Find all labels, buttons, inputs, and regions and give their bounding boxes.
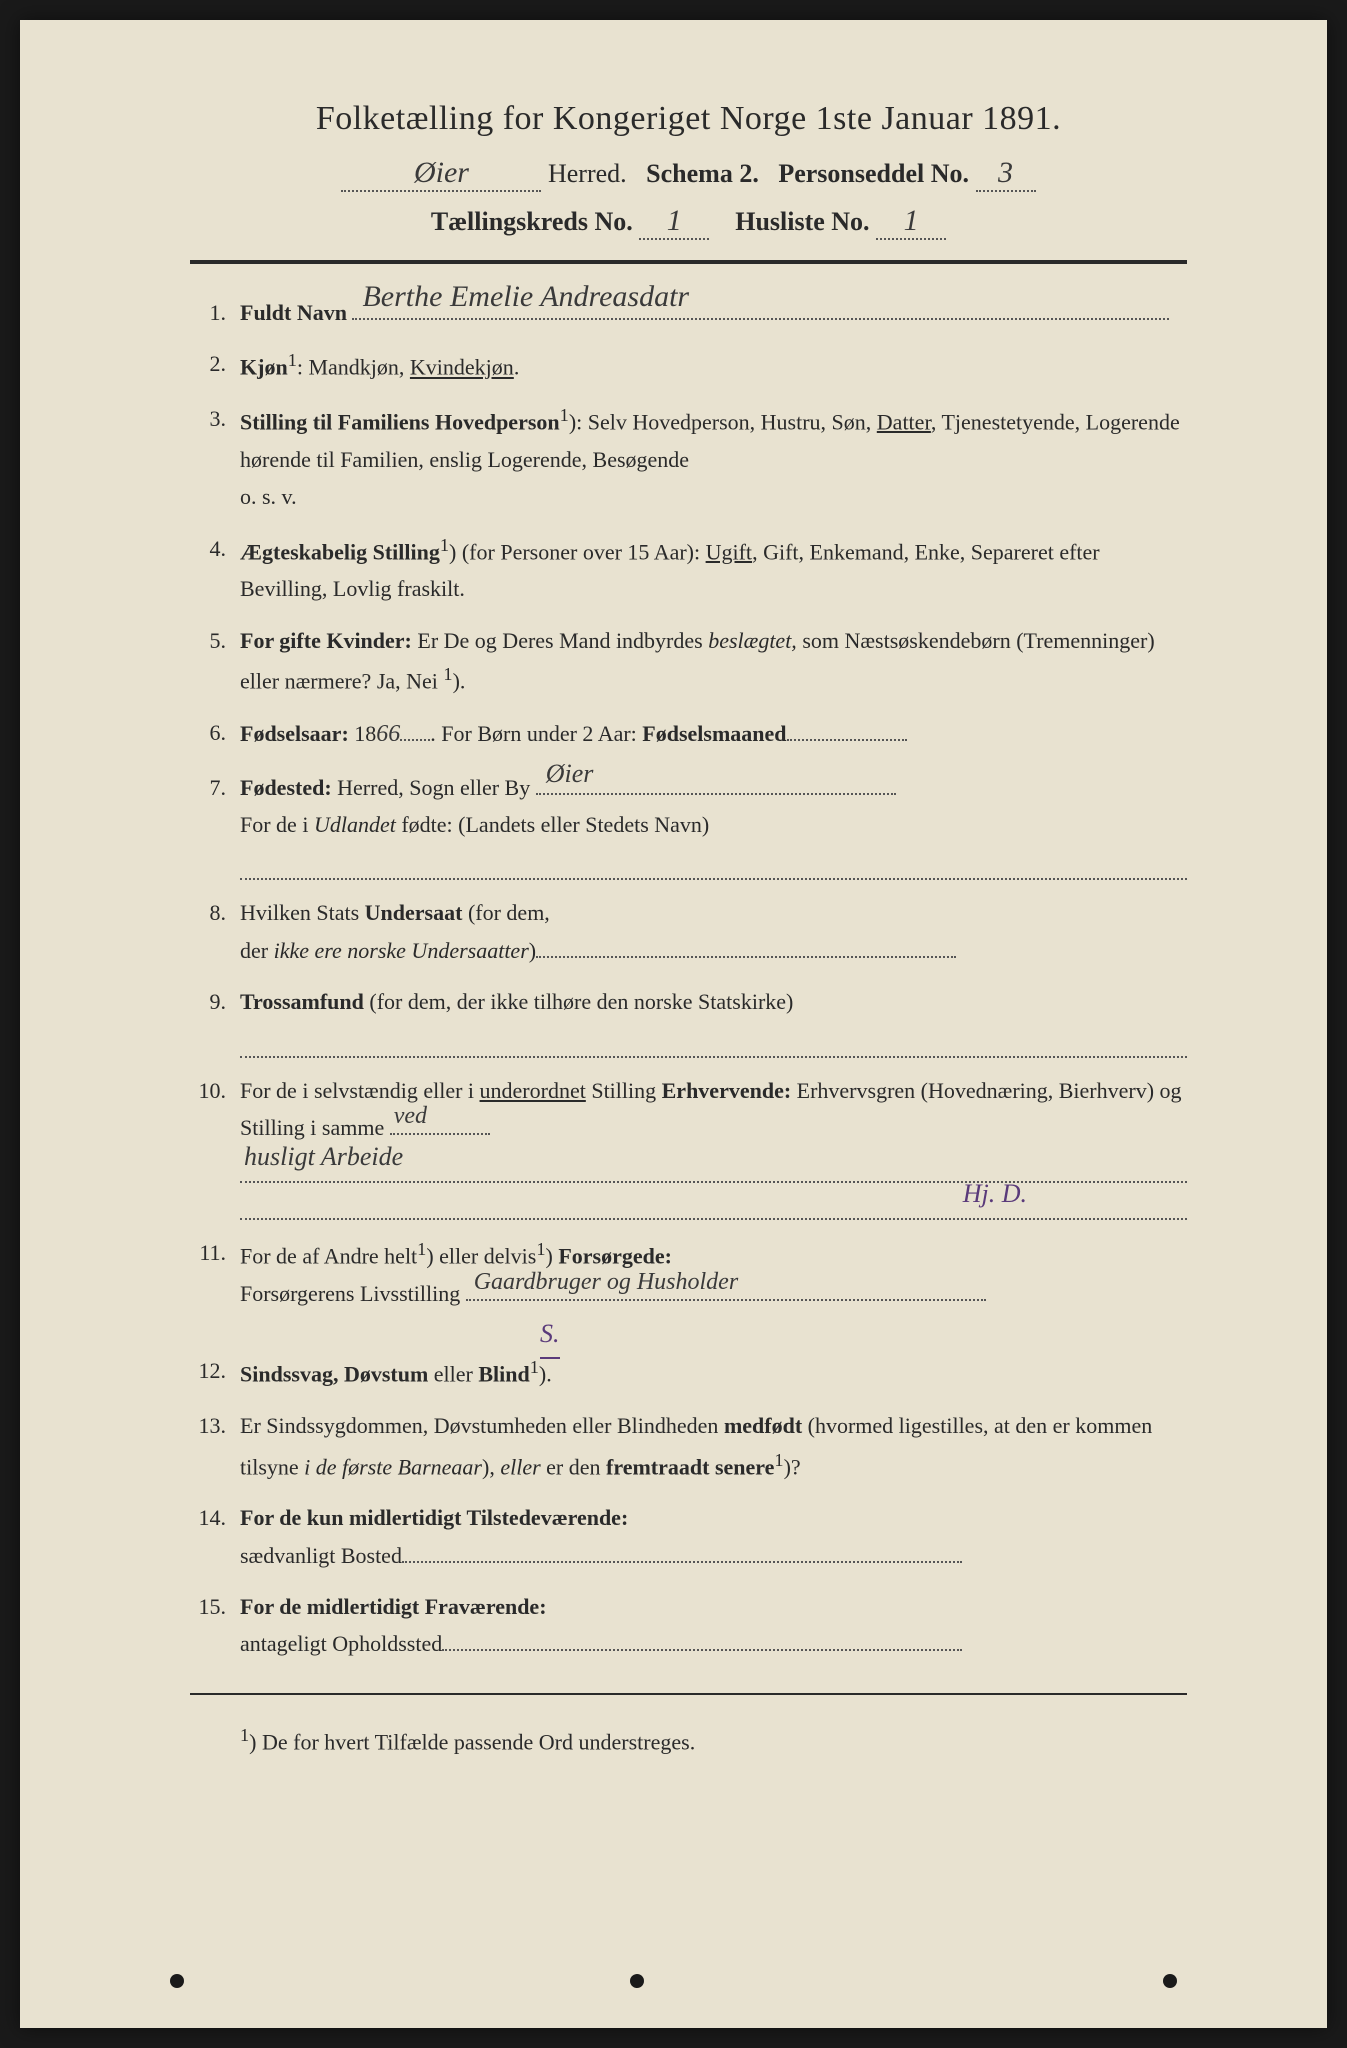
item-number: 4. [190, 530, 240, 608]
item-number: 12. [190, 1352, 240, 1393]
herred-value: Øier [414, 156, 469, 189]
field-label: Stilling til Familiens Hovedperson [240, 409, 560, 434]
field-label: For de midlertidigt Fraværende: [240, 1594, 547, 1619]
item-8: 8. Hvilken Stats Undersaat (for dem, der… [190, 894, 1187, 969]
item-number: 6. [190, 714, 240, 755]
footnote: 1) De for hvert Tilfælde passende Ord un… [150, 1725, 1227, 1755]
occupation-1: ved [394, 1096, 427, 1137]
field-label: For gifte Kvinder: [240, 628, 412, 653]
field-label: Fødested: [240, 775, 332, 800]
taellingskreds-label: Tællingskreds No. [431, 207, 633, 236]
census-form-page: Folketælling for Kongeriget Norge 1ste J… [20, 20, 1327, 2028]
header-row-1: Øier Herred. Schema 2. Personseddel No. … [150, 156, 1227, 192]
name-value: Berthe Emelie Andreasdatr [362, 271, 689, 322]
field-label: Sindssvag, Døvstum [240, 1362, 428, 1387]
item-number: 2. [190, 345, 240, 386]
divider-bottom [190, 1693, 1187, 1695]
occupation-2: husligt Arbeide [244, 1135, 403, 1179]
herred-label: Herred. [548, 159, 627, 188]
marital-selected: Ugift [706, 539, 752, 564]
item-number: 13. [190, 1407, 240, 1485]
item-number: 5. [190, 622, 240, 700]
husliste-label: Husliste No. [735, 207, 869, 236]
stilling-selected: Datter [877, 409, 931, 434]
item-6: 6. Fødselsaar: 1866. For Børn under 2 Aa… [190, 714, 1187, 755]
item-13: 13. Er Sindssygdommen, Døvstumheden elle… [190, 1407, 1187, 1485]
divider-top [190, 260, 1187, 264]
field-label: Trossamfund [240, 989, 364, 1014]
item-number: 10. [190, 1072, 240, 1221]
item-2: 2. Kjøn1: Mandkjøn, Kvindekjøn. [190, 345, 1187, 386]
item-number: 9. [190, 983, 240, 1057]
item-number: 11. [190, 1234, 240, 1338]
husliste-no: 1 [904, 204, 919, 237]
item-10: 10. For de i selvstændig eller i underor… [190, 1072, 1187, 1221]
field-label: Kjøn [240, 355, 288, 380]
ink-blot [630, 1974, 644, 1988]
item-number: 3. [190, 400, 240, 516]
kjon-selected: Kvindekjøn [410, 355, 514, 380]
birthplace: Øier [546, 752, 594, 796]
item-11: 11. For de af Andre helt1) eller delvis1… [190, 1234, 1187, 1338]
item-9: 9. Trossamfund (for dem, der ikke tilhør… [190, 983, 1187, 1057]
item-number: 1. [190, 294, 240, 331]
personseddel-label: Personseddel No. [778, 159, 969, 188]
item-1: 1. Fuldt Navn Berthe Emelie Andreasdatr [190, 294, 1187, 331]
occupation-note: Hj. D. [963, 1172, 1027, 1216]
header-row-2: Tællingskreds No. 1 Husliste No. 1 [150, 204, 1227, 240]
field-label: Ægteskabelig Stilling [240, 539, 440, 564]
item-5: 5. For gifte Kvinder: Er De og Deres Man… [190, 622, 1187, 700]
ink-blot [1163, 1974, 1177, 1988]
field-label: Fødselsaar: [240, 721, 349, 746]
field-label: For de kun midlertidigt Tilstedeværende: [240, 1505, 628, 1530]
item-15: 15. For de midlertidigt Fraværende: anta… [190, 1588, 1187, 1663]
ink-blot [170, 1974, 184, 1988]
schema-label: Schema 2. [646, 159, 759, 188]
field-label: Fuldt Navn [240, 300, 347, 325]
item-number: 7. [190, 769, 240, 881]
item-number: 14. [190, 1499, 240, 1574]
item-number: 8. [190, 894, 240, 969]
item-14: 14. For de kun midlertidigt Tilstedevære… [190, 1499, 1187, 1574]
provider-occupation: Gaardbruger og Husholder [474, 1262, 738, 1303]
item-7: 7. Fødested: Herred, Sogn eller By Øier … [190, 769, 1187, 881]
form-items: 1. Fuldt Navn Berthe Emelie Andreasdatr … [150, 294, 1227, 1663]
item-3: 3. Stilling til Familiens Hovedperson1):… [190, 400, 1187, 516]
etc-text: o. s. v. [240, 478, 1187, 515]
item-4: 4. Ægteskabelig Stilling1) (for Personer… [190, 530, 1187, 608]
provider-note: S. [540, 1312, 560, 1358]
taellingskreds-no: 1 [667, 204, 682, 237]
item-number: 15. [190, 1588, 240, 1663]
birth-year: 66 [376, 721, 400, 747]
item-12: 12. Sindssvag, Døvstum eller Blind1). [190, 1352, 1187, 1393]
form-title: Folketælling for Kongeriget Norge 1ste J… [150, 100, 1227, 138]
form-header: Folketælling for Kongeriget Norge 1ste J… [150, 100, 1227, 240]
personseddel-no: 3 [998, 156, 1013, 189]
